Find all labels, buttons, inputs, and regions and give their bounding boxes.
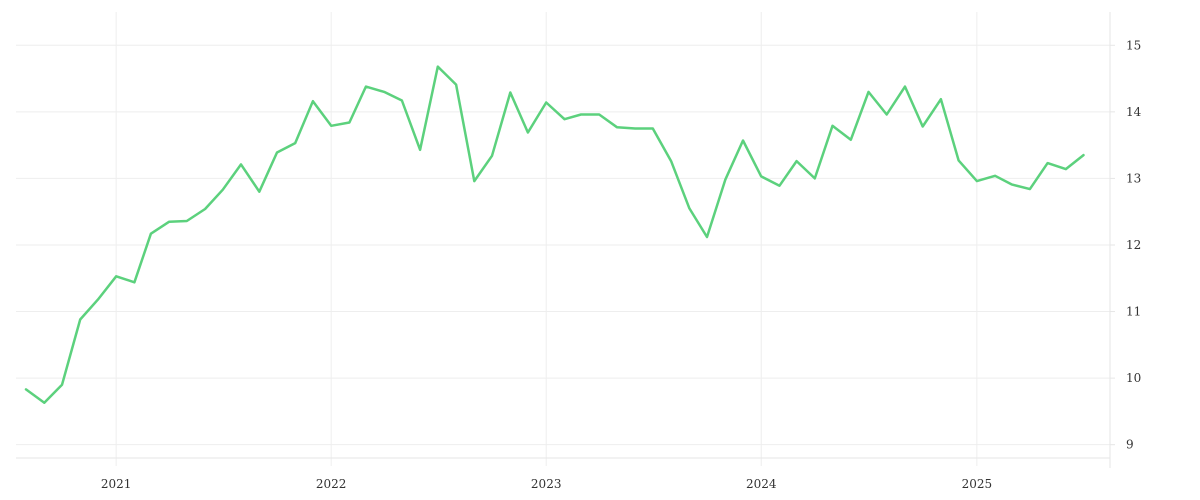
x-tick-label: 2024 [746, 477, 777, 491]
x-tick-label: 2025 [962, 477, 993, 491]
y-tick-label: 9 [1126, 438, 1134, 452]
grid [16, 12, 1110, 466]
x-tick-label: 2023 [531, 477, 562, 491]
y-tick-label: 15 [1126, 38, 1141, 52]
y-tick-label: 14 [1126, 105, 1142, 119]
y-axis-ticks: 9 10 11 12 13 14 15 [1126, 38, 1142, 451]
series-layer [24, 65, 1085, 404]
y-tick-label: 13 [1126, 171, 1141, 185]
y-tick-label: 11 [1126, 305, 1141, 319]
x-tick-label: 2021 [101, 477, 132, 491]
x-axis-ticks: 2021 2022 2023 2024 2025 [101, 477, 992, 491]
x-tick-label: 2022 [316, 477, 347, 491]
y-tick-label: 12 [1126, 238, 1141, 252]
y-tick-label: 10 [1126, 371, 1141, 385]
series-line [24, 65, 1085, 404]
axes [16, 12, 1115, 468]
